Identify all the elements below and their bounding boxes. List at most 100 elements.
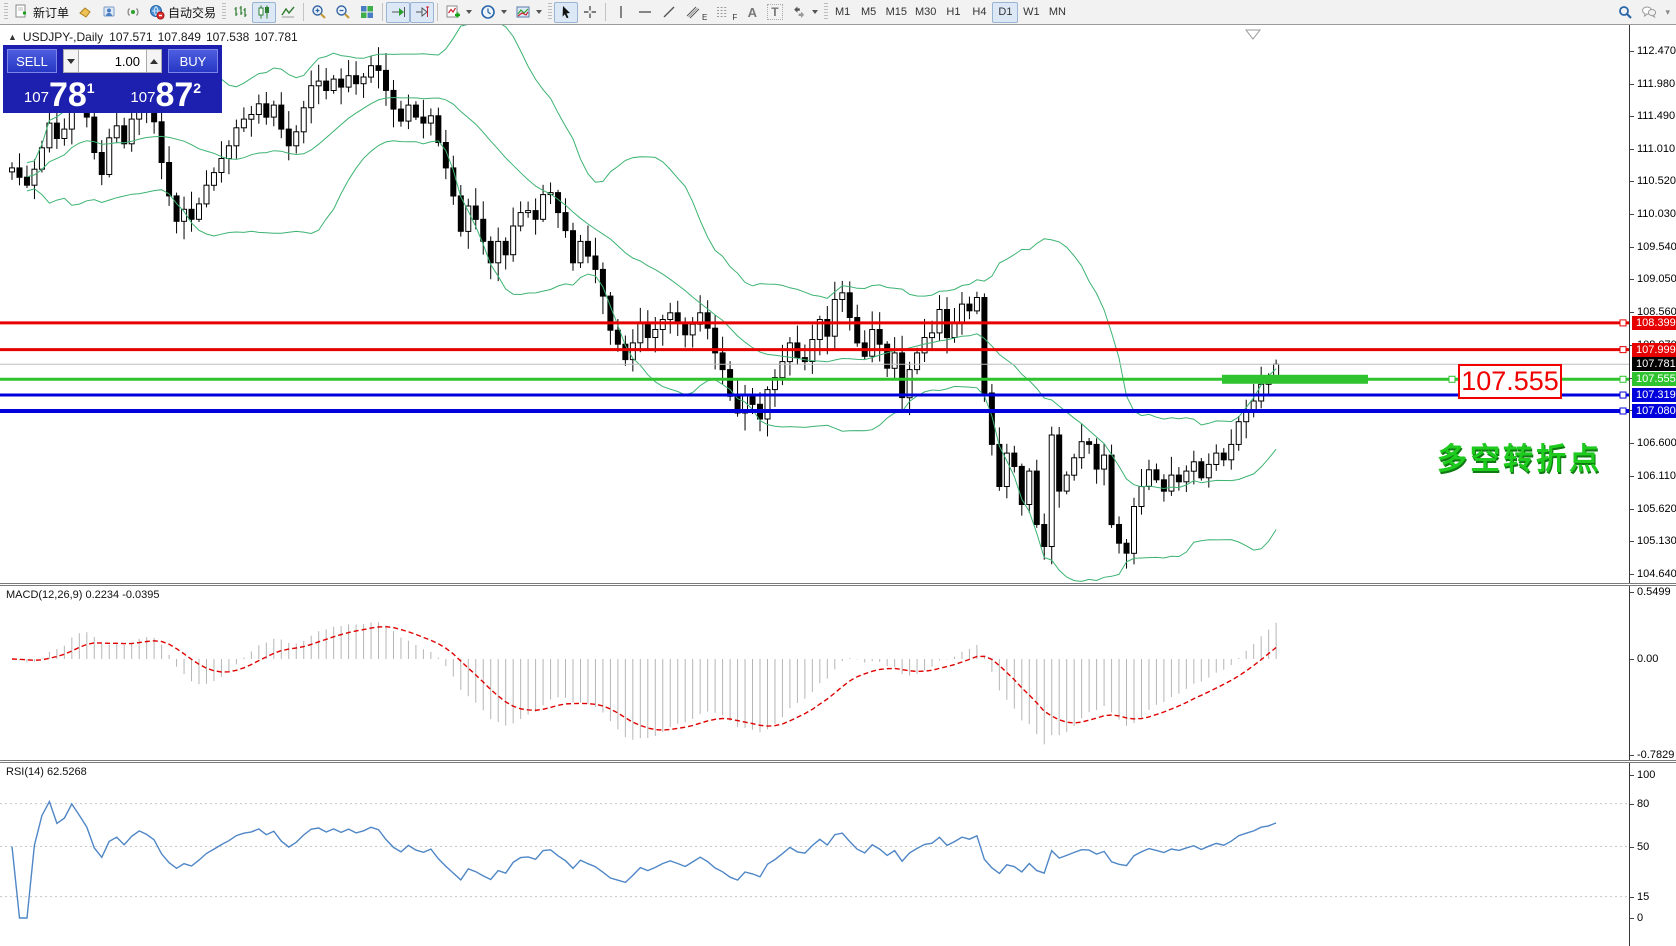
horizontal-line-icon xyxy=(639,11,652,13)
chart-line-button[interactable] xyxy=(276,2,300,23)
highlighted-line-segment[interactable] xyxy=(1222,374,1368,384)
chart-shift-marker[interactable] xyxy=(1244,29,1262,40)
cursor-icon xyxy=(562,6,571,19)
new-order-icon xyxy=(15,4,26,18)
draw-trendline-button[interactable] xyxy=(657,2,681,23)
timeframe-button-W1[interactable]: W1 xyxy=(1023,6,1040,18)
buy-price-handle: 107 xyxy=(130,89,156,106)
price-tick-label: 105.130 xyxy=(1637,535,1676,548)
line-handle-icon xyxy=(1619,346,1627,354)
sell-price-pips: 78 xyxy=(48,76,87,114)
timeframe-button-D1[interactable]: D1 xyxy=(992,1,1019,23)
volume-increase-button[interactable] xyxy=(146,49,162,73)
line-handle-icon xyxy=(1619,407,1627,415)
sell-button[interactable]: SELL xyxy=(7,49,57,73)
macd-pane[interactable]: MACD(12,26,9) 0.2234 -0.0395 xyxy=(0,586,1629,760)
rsi-scale-label: 100 xyxy=(1637,769,1656,781)
zoom-out-icon xyxy=(336,5,350,19)
templates-button[interactable] xyxy=(511,2,546,23)
clock-icon xyxy=(481,5,495,19)
timeframe-group: M1 M5 M15 M30 H1 H4 D1 W1 MN xyxy=(830,1,1071,23)
collapse-panel-icon[interactable]: ▲ xyxy=(8,32,17,42)
search-button[interactable] xyxy=(1613,2,1637,23)
crosshair-button[interactable] xyxy=(578,2,602,23)
crosshair-icon xyxy=(584,6,597,18)
timeframe-button-H1[interactable]: H1 xyxy=(946,6,961,18)
volume-input[interactable]: 1.00 xyxy=(79,49,146,73)
timeframe-button-M1[interactable]: M1 xyxy=(834,6,851,18)
macd-scale-label: -0.7829 xyxy=(1637,748,1675,761)
chart-candles-button[interactable] xyxy=(252,1,277,23)
pane-splitter[interactable] xyxy=(0,583,1676,586)
auto-scroll-button[interactable] xyxy=(386,1,411,23)
price-badge-107.319: 107.319 xyxy=(1632,388,1676,403)
turning-point-annotation[interactable]: 多空转折点 xyxy=(1437,443,1602,476)
templates-caret-icon xyxy=(536,10,543,14)
zoom-out-button[interactable] xyxy=(331,2,355,23)
line-handle-icon xyxy=(1448,375,1456,383)
low-value: 107.538 xyxy=(205,30,250,44)
open-value: 107.571 xyxy=(109,30,153,44)
macd-canvas[interactable] xyxy=(0,586,1629,760)
sell-price[interactable]: 107 78 1 xyxy=(7,75,112,114)
draw-fibonacci-button[interactable]: F xyxy=(711,2,741,23)
price-callout-box[interactable]: 107.555 xyxy=(1458,364,1562,399)
symbol-period-label: USDJPY-,Daily xyxy=(22,30,104,44)
timeframe-button-M30[interactable]: M30 xyxy=(915,6,937,18)
toolbar-separator xyxy=(382,3,384,21)
high-value: 107.849 xyxy=(157,30,201,44)
chart-window: ▲ USDJPY-,Daily 107.571 107.849 107.538 … xyxy=(0,25,1676,946)
price-tick-label: 110.030 xyxy=(1637,207,1676,220)
market-watch-button[interactable] xyxy=(73,2,97,23)
channel-suffix-label: E xyxy=(702,12,708,22)
rsi-line xyxy=(11,799,1277,919)
timeframe-button-H4[interactable]: H4 xyxy=(972,6,987,18)
price-tick-label: 108.560 xyxy=(1637,306,1676,319)
price-pane[interactable]: ▲ USDJPY-,Daily 107.571 107.849 107.538 … xyxy=(0,25,1629,583)
indicators-button[interactable] xyxy=(441,2,476,23)
rsi-canvas[interactable] xyxy=(0,763,1629,946)
draw-vline-button[interactable] xyxy=(609,2,633,23)
draw-arrows-button[interactable] xyxy=(787,2,822,23)
rsi-scale-label: 15 xyxy=(1637,890,1650,903)
price-axis[interactable]: 112.470 111.980 111.490 111.010 110.520 110.0… xyxy=(1629,25,1676,946)
tile-windows-button[interactable] xyxy=(355,2,379,23)
auto-scroll-icon xyxy=(392,7,406,17)
price-tick-label: 111.490 xyxy=(1637,110,1676,123)
chart-bars-button[interactable] xyxy=(228,2,252,23)
price-chart-canvas[interactable] xyxy=(0,25,1629,583)
timeframe-button-M5[interactable]: M5 xyxy=(860,6,877,18)
draw-text-button[interactable]: A xyxy=(741,2,763,23)
draw-channel-button[interactable]: E xyxy=(681,2,711,23)
price-tick-label: 111.980 xyxy=(1637,77,1676,90)
line-handle-icon xyxy=(1619,391,1627,399)
rsi-name: RSI(14) xyxy=(6,766,44,778)
volume-stepper: 1.00 xyxy=(63,49,162,73)
chart-shift-button[interactable] xyxy=(410,1,435,23)
chat-button[interactable] xyxy=(1637,2,1661,23)
toolbar-overflow-button[interactable]: ▾ xyxy=(1661,2,1674,23)
buy-button[interactable]: BUY xyxy=(168,49,218,73)
zoom-in-icon xyxy=(312,5,326,19)
cursor-button[interactable] xyxy=(554,1,579,23)
autotrading-button[interactable]: 自动交易 xyxy=(145,2,220,23)
buy-price[interactable]: 107 87 2 xyxy=(114,75,219,112)
timeframe-button-M15[interactable]: M15 xyxy=(885,6,908,18)
volume-decrease-button[interactable] xyxy=(63,49,79,73)
draw-label-button[interactable]: T xyxy=(763,2,786,23)
new-order-button[interactable]: 新订单 xyxy=(10,2,73,23)
toolbar-grip xyxy=(823,3,828,21)
signals-button[interactable] xyxy=(121,2,145,23)
periods-button[interactable] xyxy=(476,2,511,23)
rsi-pane[interactable]: RSI(14) 62.5268 xyxy=(0,763,1629,946)
line-chart-icon xyxy=(281,6,295,18)
timeframe-button-MN[interactable]: MN xyxy=(1048,6,1066,18)
profile-button[interactable] xyxy=(97,2,121,23)
fibonacci-icon xyxy=(717,7,728,17)
zoom-in-button[interactable] xyxy=(307,2,331,23)
price-tick-label: 111.010 xyxy=(1637,142,1676,155)
one-click-trade-panel: SELL 1.00 BUY 107 78 1 xyxy=(4,46,221,112)
draw-hline-button[interactable] xyxy=(633,2,657,23)
pane-splitter[interactable] xyxy=(0,760,1676,763)
price-tick-label: 106.600 xyxy=(1637,437,1676,450)
